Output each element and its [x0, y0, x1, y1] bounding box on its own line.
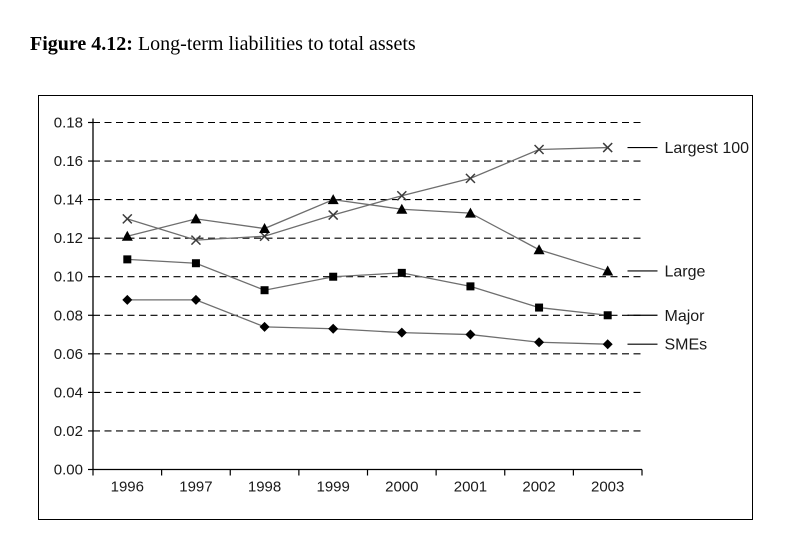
triangle-marker — [602, 265, 614, 276]
y-tick-label: 0.10 — [54, 269, 83, 286]
square-marker — [329, 272, 338, 281]
triangle-marker — [190, 213, 202, 224]
series-smes: SMEs — [122, 294, 708, 354]
diamond-marker — [465, 329, 476, 340]
diamond-marker — [190, 294, 201, 305]
diamond-marker — [122, 294, 133, 305]
x-marker — [534, 144, 545, 155]
y-tick-label: 0.02 — [54, 423, 83, 440]
triangle-marker — [327, 194, 339, 205]
figure-caption: Long-term liabilities to total assets — [132, 33, 416, 55]
square-marker — [260, 286, 269, 295]
square-marker — [123, 255, 132, 264]
square-marker — [191, 259, 200, 268]
triangle-marker — [121, 230, 133, 241]
series-major: Major — [123, 255, 706, 325]
series-line-smes — [127, 299, 608, 345]
series-label-smes: SMEs — [665, 337, 708, 354]
x-tick-label: 2001 — [454, 479, 487, 496]
triangle-marker — [259, 223, 271, 234]
series-label-large: Large — [665, 263, 706, 280]
x-tick-label: 1996 — [111, 479, 144, 496]
x-marker — [602, 142, 613, 153]
y-tick-label: 0.04 — [54, 384, 83, 401]
triangle-marker — [533, 244, 545, 255]
x-tick-label: 1997 — [179, 479, 212, 496]
diamond-marker — [602, 339, 613, 350]
figure-title: Figure 4.12: Long-term liabilities to to… — [30, 33, 416, 56]
diamond-marker — [259, 321, 270, 332]
y-tick-label: 0.00 — [54, 462, 83, 479]
y-tick-label: 0.12 — [54, 230, 83, 247]
x-marker — [396, 190, 407, 201]
x-tick-label: 2000 — [385, 479, 418, 496]
diamond-marker — [534, 337, 545, 348]
triangle-marker — [396, 203, 408, 214]
square-marker — [397, 268, 406, 277]
y-tick-label: 0.18 — [54, 115, 83, 132]
series-line-large — [127, 198, 608, 272]
series-label-largest-100: Largest 100 — [665, 140, 750, 157]
x-tick-label: 2002 — [522, 479, 555, 496]
x-marker — [328, 210, 339, 221]
series-line-largest-100 — [127, 146, 608, 241]
series-large: Large — [121, 194, 706, 280]
series-largest-100: Largest 100 — [122, 140, 750, 246]
x-tick-label: 2003 — [591, 479, 624, 496]
y-tick-label: 0.14 — [54, 192, 83, 209]
series-label-major: Major — [665, 308, 706, 325]
x-tick-label: 1999 — [317, 479, 350, 496]
line-chart: 0.00 0.02 0.04 0.06 0.08 0.10 0.12 0.14 0.16 0.18… — [54, 115, 750, 496]
x-marker — [122, 213, 133, 224]
diamond-marker — [396, 327, 407, 338]
y-tick-label: 0.16 — [54, 153, 83, 170]
square-marker — [535, 303, 544, 312]
x-marker — [190, 235, 201, 246]
triangle-marker — [464, 207, 476, 218]
chart-frame: 0.00 0.02 0.04 0.06 0.08 0.10 0.12 0.14 0.16 0.18… — [38, 95, 753, 520]
x-marker — [465, 173, 476, 184]
diamond-marker — [328, 323, 339, 334]
y-tick-label: 0.06 — [54, 346, 83, 363]
square-marker — [466, 282, 475, 291]
figure-number: Figure 4.12: — [30, 33, 133, 55]
y-tick-label: 0.08 — [54, 307, 83, 324]
square-marker — [603, 311, 612, 320]
x-marker — [259, 231, 270, 242]
x-tick-label: 1998 — [248, 479, 281, 496]
series-line-major — [127, 258, 608, 316]
